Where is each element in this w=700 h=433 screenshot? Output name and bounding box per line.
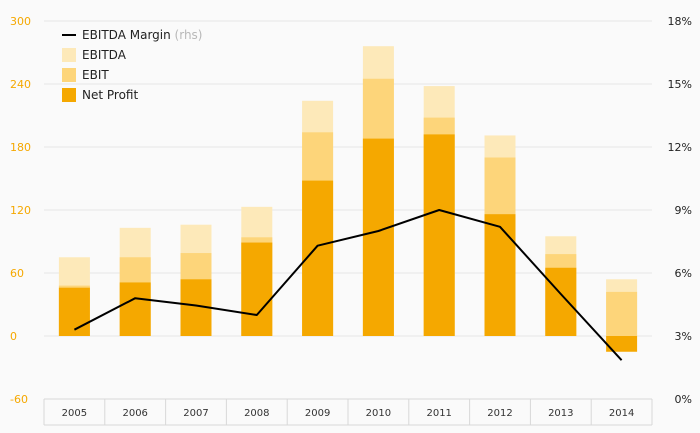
y-left-tick-label: 300 bbox=[10, 15, 31, 28]
y-right-tick-label: 0% bbox=[675, 393, 692, 406]
x-tick-label: 2013 bbox=[548, 408, 573, 419]
x-axis: 2005 2006 2007 2008 2009 2010 2011 2012 2013 2014 bbox=[43, 398, 653, 426]
x-tick-label: 2005 bbox=[62, 408, 87, 419]
bar-net-profit bbox=[241, 242, 273, 336]
gridlines bbox=[44, 20, 652, 400]
ebitda-margin-line bbox=[73, 209, 623, 361]
bars-group bbox=[58, 46, 638, 352]
x-tick-label: 2011 bbox=[426, 408, 451, 419]
bar-net-profit bbox=[545, 267, 577, 336]
y-left-tick-label: 180 bbox=[10, 141, 31, 154]
bar-net-profit bbox=[58, 287, 90, 336]
y-left-tick-label: 120 bbox=[10, 204, 31, 217]
bar-net-profit bbox=[423, 134, 455, 336]
legend-label-suffix: (rhs) bbox=[171, 28, 203, 42]
y-right-tick-label: 12% bbox=[668, 141, 692, 154]
bar-net-profit bbox=[484, 214, 516, 336]
y-right-tick-label: 6% bbox=[675, 267, 692, 280]
bar-net-profit bbox=[362, 138, 394, 336]
y-right-tick-label: 18% bbox=[668, 15, 692, 28]
bar-net-profit bbox=[119, 282, 151, 336]
legend-square-marker bbox=[62, 68, 76, 82]
x-tick-label: 2014 bbox=[609, 408, 634, 419]
legend-label: EBIT bbox=[82, 68, 109, 82]
legend: EBITDA Margin (rhs) EBITDA EBIT Net Profit bbox=[62, 28, 203, 102]
y-right-tick-label: 9% bbox=[675, 204, 692, 217]
x-tick-label: 2009 bbox=[305, 408, 330, 419]
y-axis-right: 0% 3% 6% 9% 12% 15% 18% bbox=[668, 15, 692, 406]
y-left-tick-label: -60 bbox=[10, 393, 28, 406]
y-left-tick-label: 240 bbox=[10, 78, 31, 91]
legend-square-marker bbox=[62, 48, 76, 62]
y-right-tick-label: 3% bbox=[675, 330, 692, 343]
legend-label: EBITDA Margin (rhs) bbox=[82, 28, 203, 42]
y-axis-left: -60 0 60 120 180 240 300 bbox=[10, 15, 31, 406]
y-right-tick-label: 15% bbox=[668, 78, 692, 91]
legend-label: EBITDA bbox=[82, 48, 127, 62]
bar-ebit bbox=[606, 291, 638, 336]
y-left-tick-label: 60 bbox=[10, 267, 24, 280]
margin-line-group bbox=[73, 209, 623, 361]
x-tick-label: 2006 bbox=[122, 408, 147, 419]
legend-square-marker bbox=[62, 88, 76, 102]
x-tick-label: 2007 bbox=[183, 408, 208, 419]
x-tick-label: 2008 bbox=[244, 408, 269, 419]
y-left-tick-label: 0 bbox=[10, 330, 17, 343]
x-tick-label: 2010 bbox=[366, 408, 391, 419]
bar-net-profit bbox=[606, 336, 638, 352]
legend-label: Net Profit bbox=[82, 88, 138, 102]
x-tick-label: 2012 bbox=[487, 408, 512, 419]
